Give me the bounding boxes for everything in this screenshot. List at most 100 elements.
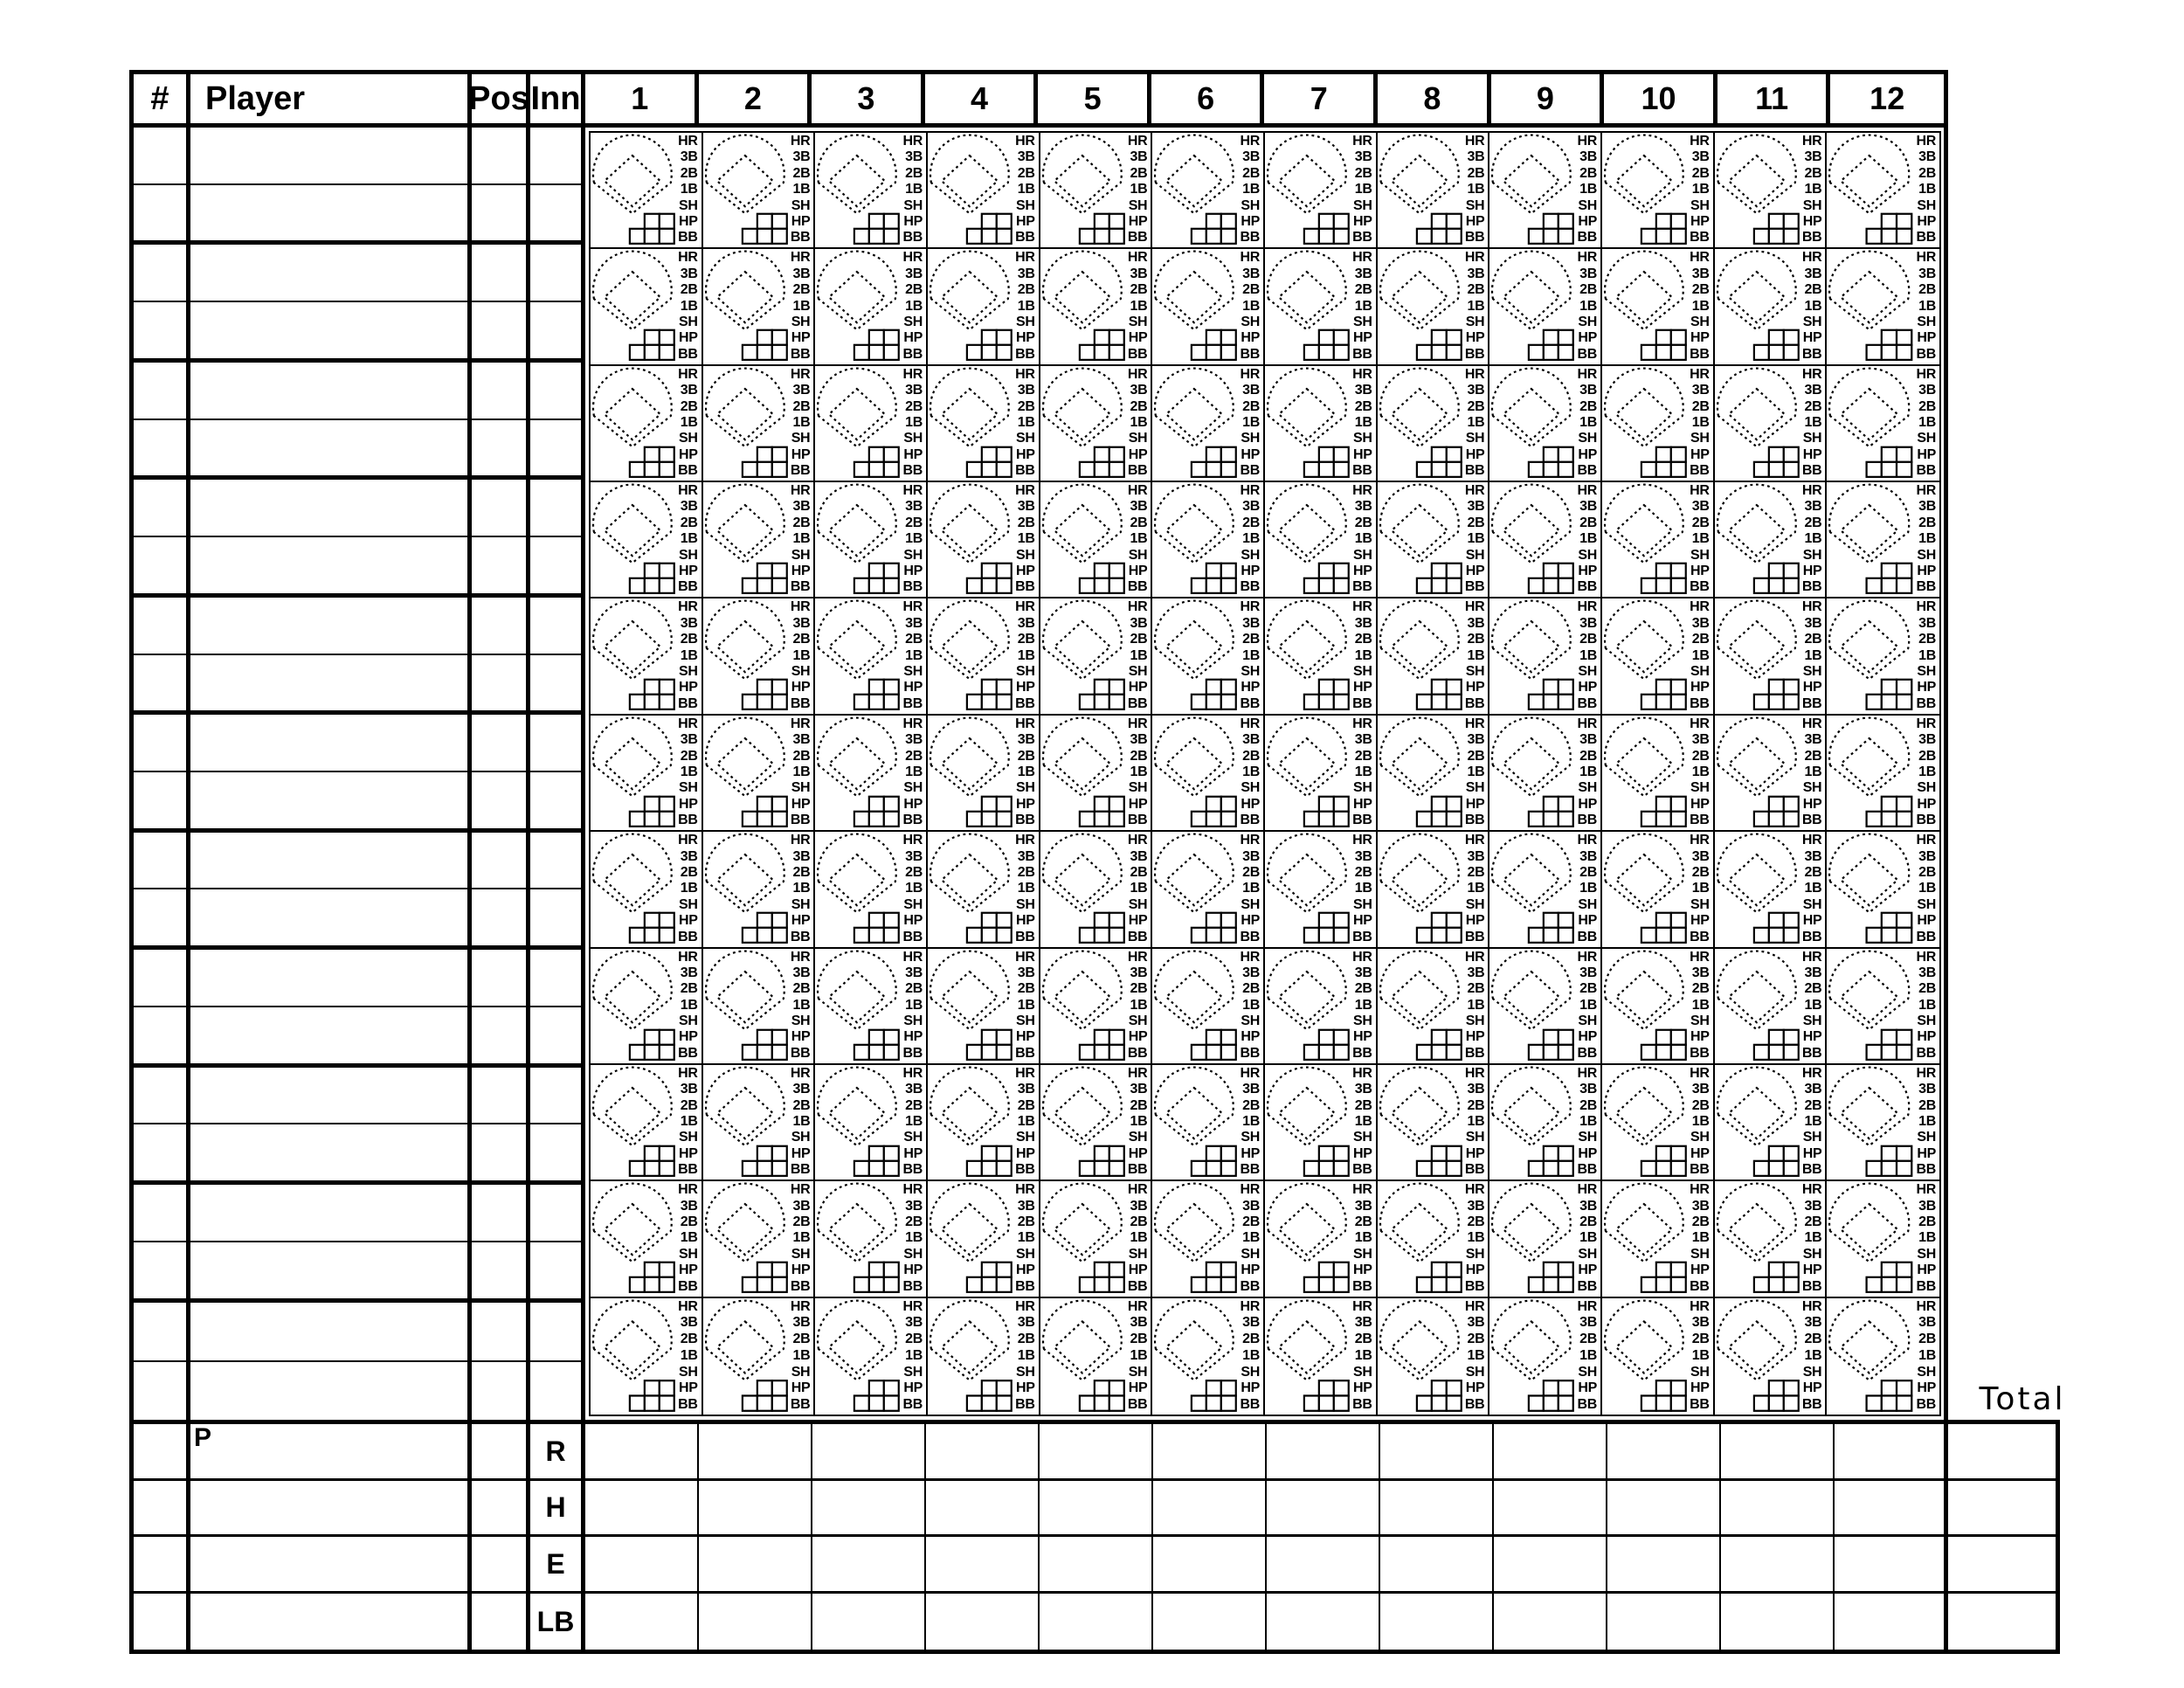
- summary-value-cell[interactable]: [1040, 1593, 1153, 1650]
- scoring-cell[interactable]: HR 3B 2B 1B SH HP BB: [702, 715, 816, 833]
- lineup-starter-line[interactable]: [190, 245, 467, 303]
- scoring-cell[interactable]: HR 3B 2B 1B SH HP BB: [591, 249, 703, 366]
- scoring-cell[interactable]: HR 3B 2B 1B SH HP BB: [1040, 832, 1153, 949]
- summary-value-cell[interactable]: [1380, 1480, 1494, 1537]
- scoring-cell[interactable]: HR 3B 2B 1B SH HP BB: [928, 482, 1040, 599]
- summary-total-cell[interactable]: [1948, 1537, 2056, 1594]
- scoring-cell[interactable]: HR 3B 2B 1B SH HP BB: [703, 1297, 816, 1415]
- lineup-starter-line[interactable]: [472, 128, 526, 185]
- lineup-substitute-line[interactable]: [530, 655, 581, 711]
- summary-value-cell[interactable]: [1153, 1480, 1267, 1537]
- scoring-cell[interactable]: HR 3B 2B 1B SH HP BB: [1040, 948, 1153, 1065]
- lineup-starter-line[interactable]: [190, 1068, 467, 1125]
- scoring-cell[interactable]: HR 3B 2B 1B SH HP BB: [591, 1181, 703, 1298]
- scoring-cell[interactable]: HR 3B 2B 1B SH HP BB: [1378, 1297, 1490, 1415]
- summary-value-cell[interactable]: [585, 1593, 699, 1650]
- scoring-cell[interactable]: HR 3B 2B 1B SH HP BB: [1602, 482, 1715, 599]
- scoring-cell[interactable]: HR 3B 2B 1B SH HP BB: [702, 482, 816, 599]
- summary-value-cell[interactable]: [1380, 1593, 1494, 1650]
- scoring-cell[interactable]: HR 3B 2B 1B SH HP BB: [591, 1064, 703, 1182]
- lineup-starter-line[interactable]: [530, 245, 581, 303]
- scoring-cell[interactable]: HR 3B 2B 1B SH HP BB: [815, 1064, 928, 1182]
- summary-total-cell[interactable]: [1948, 1424, 2056, 1481]
- scoring-cell[interactable]: HR 3B 2B 1B SH HP BB: [1377, 249, 1490, 366]
- lineup-starter-line[interactable]: [530, 950, 581, 1007]
- lineup-substitute-line[interactable]: [472, 1124, 526, 1180]
- lineup-starter-line[interactable]: [530, 833, 581, 890]
- lineup-substitute-line[interactable]: [134, 772, 186, 828]
- summary-number-cell[interactable]: [134, 1424, 190, 1481]
- lineup-starter-line[interactable]: [530, 1303, 581, 1362]
- lineup-starter-line[interactable]: [134, 1185, 186, 1242]
- scoring-cell[interactable]: HR 3B 2B 1B SH HP BB: [1489, 1064, 1602, 1182]
- summary-value-cell[interactable]: [1153, 1593, 1267, 1650]
- lineup-starter-line[interactable]: [472, 1303, 526, 1362]
- scoring-cell[interactable]: HR 3B 2B 1B SH HP BB: [1377, 1064, 1490, 1182]
- summary-value-cell[interactable]: [1494, 1480, 1607, 1537]
- summary-player-cell[interactable]: [190, 1593, 472, 1650]
- lineup-starter-line[interactable]: [134, 245, 186, 303]
- scoring-cell[interactable]: HR 3B 2B 1B SH HP BB: [815, 482, 928, 599]
- lineup-substitute-line[interactable]: [530, 185, 581, 241]
- scoring-cell[interactable]: HR 3B 2B 1B SH HP BB: [1377, 482, 1490, 599]
- lineup-substitute-line[interactable]: [530, 302, 581, 358]
- scoring-cell[interactable]: HR 3B 2B 1B SH HP BB: [1827, 1298, 1939, 1415]
- scoring-cell[interactable]: HR 3B 2B 1B SH HP BB: [702, 948, 816, 1065]
- lineup-substitute-line[interactable]: [134, 420, 186, 476]
- lineup-starter-line[interactable]: [134, 833, 186, 890]
- scoring-cell[interactable]: HR 3B 2B 1B SH HP BB: [928, 1181, 1040, 1298]
- lineup-substitute-line[interactable]: [530, 537, 581, 593]
- lineup-substitute-line[interactable]: [190, 889, 467, 945]
- lineup-starter-line[interactable]: [530, 715, 581, 772]
- scoring-cell[interactable]: HR 3B 2B 1B SH HP BB: [815, 133, 928, 250]
- lineup-substitute-line[interactable]: [472, 1242, 526, 1298]
- summary-value-cell[interactable]: [585, 1537, 699, 1594]
- lineup-substitute-line[interactable]: [190, 537, 467, 593]
- lineup-substitute-line[interactable]: [472, 302, 526, 358]
- scoring-cell[interactable]: HR 3B 2B 1B SH HP BB: [815, 715, 928, 833]
- lineup-substitute-line[interactable]: [530, 1242, 581, 1298]
- lineup-starter-line[interactable]: [190, 363, 467, 420]
- scoring-cell[interactable]: HR 3B 2B 1B SH HP BB: [815, 1297, 928, 1415]
- scoring-cell[interactable]: HR 3B 2B 1B SH HP BB: [815, 598, 928, 716]
- scoring-cell[interactable]: HR 3B 2B 1B SH HP BB: [1040, 1064, 1153, 1182]
- summary-value-cell[interactable]: [1040, 1480, 1153, 1537]
- lineup-starter-line[interactable]: [134, 128, 186, 185]
- summary-value-cell[interactable]: [1380, 1537, 1494, 1594]
- summary-player-cell[interactable]: [190, 1480, 472, 1537]
- scoring-cell[interactable]: HR 3B 2B 1B SH HP BB: [1827, 1065, 1939, 1182]
- summary-value-cell[interactable]: [926, 1537, 1040, 1594]
- lineup-starter-line[interactable]: [190, 833, 467, 890]
- lineup-substitute-line[interactable]: [530, 1362, 581, 1420]
- scoring-cell[interactable]: HR 3B 2B 1B SH HP BB: [1152, 948, 1265, 1065]
- lineup-starter-line[interactable]: [472, 833, 526, 890]
- scoring-cell[interactable]: HR 3B 2B 1B SH HP BB: [1827, 1181, 1939, 1298]
- scoring-cell[interactable]: HR 3B 2B 1B SH HP BB: [1265, 598, 1378, 716]
- scoring-cell[interactable]: HR 3B 2B 1B SH HP BB: [1489, 832, 1602, 949]
- summary-value-cell[interactable]: [699, 1480, 812, 1537]
- summary-number-cell[interactable]: [134, 1593, 190, 1650]
- scoring-cell[interactable]: HR 3B 2B 1B SH HP BB: [1714, 832, 1828, 949]
- scoring-cell[interactable]: HR 3B 2B 1B SH HP BB: [1714, 1064, 1828, 1182]
- scoring-cell[interactable]: HR 3B 2B 1B SH HP BB: [1602, 133, 1715, 250]
- lineup-starter-line[interactable]: [190, 950, 467, 1007]
- summary-value-cell[interactable]: [1607, 1424, 1721, 1481]
- lineup-starter-line[interactable]: [472, 598, 526, 655]
- scoring-cell[interactable]: HR 3B 2B 1B SH HP BB: [1265, 715, 1378, 833]
- lineup-starter-line[interactable]: [190, 715, 467, 772]
- lineup-substitute-line[interactable]: [530, 889, 581, 945]
- lineup-substitute-line[interactable]: [190, 1124, 467, 1180]
- lineup-substitute-line[interactable]: [472, 1362, 526, 1420]
- scoring-cell[interactable]: HR 3B 2B 1B SH HP BB: [1377, 832, 1490, 949]
- lineup-substitute-line[interactable]: [190, 772, 467, 828]
- scoring-cell[interactable]: HR 3B 2B 1B SH HP BB: [1714, 1181, 1828, 1298]
- summary-value-cell[interactable]: [926, 1480, 1040, 1537]
- scoring-cell[interactable]: HR 3B 2B 1B SH HP BB: [591, 948, 703, 1065]
- scoring-cell[interactable]: HR 3B 2B 1B SH HP BB: [1040, 1297, 1153, 1415]
- summary-value-cell[interactable]: [1153, 1424, 1267, 1481]
- lineup-starter-line[interactable]: [190, 128, 467, 185]
- summary-value-cell[interactable]: [699, 1424, 812, 1481]
- scoring-cell[interactable]: HR 3B 2B 1B SH HP BB: [815, 832, 928, 949]
- scoring-cell[interactable]: HR 3B 2B 1B SH HP BB: [1377, 133, 1490, 250]
- lineup-substitute-line[interactable]: [530, 420, 581, 476]
